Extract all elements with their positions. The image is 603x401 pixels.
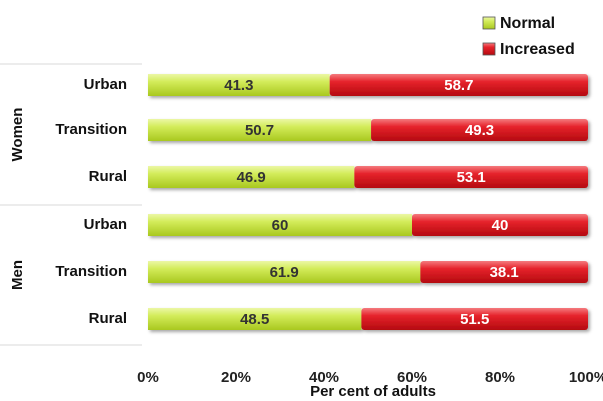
bar-row <box>148 166 588 188</box>
bar-increased-men-transition <box>420 261 588 283</box>
bar-increased-men-rural <box>361 308 588 330</box>
legend-swatch-increased <box>482 42 496 56</box>
x-tick-label: 40% <box>309 369 339 386</box>
bar-increased-women-rural <box>354 166 588 188</box>
legend-item-normal: Normal <box>482 15 555 32</box>
bar-increased-men-urban <box>412 214 588 236</box>
bar-increased-women-urban <box>329 74 588 96</box>
bar-normal-men-transition <box>148 261 421 283</box>
bar-row <box>148 308 588 330</box>
bar-normal-women-rural <box>148 166 355 188</box>
legend: Normal Increased <box>482 15 575 58</box>
x-tick-label: 20% <box>221 369 251 386</box>
category-label-women-transition: Transition <box>55 121 127 138</box>
legend-label-increased: Increased <box>500 41 575 58</box>
x-tick-label: 60% <box>397 369 427 386</box>
x-tick-label: 100% <box>569 369 603 386</box>
legend-swatch-normal <box>482 16 496 30</box>
group-label-women: Women <box>9 108 26 162</box>
legend-label-normal: Normal <box>500 15 555 32</box>
bar-row <box>148 261 588 283</box>
data-label-normal: 60 <box>272 217 289 234</box>
data-label-increased: 58.7 <box>444 77 473 94</box>
category-label-men-transition: Transition <box>55 263 127 280</box>
data-label-increased: 51.5 <box>460 311 489 328</box>
bar-normal-women-urban <box>148 74 330 96</box>
x-axis-title: Per cent of adults <box>310 383 436 400</box>
category-label-men-urban: Urban <box>84 216 127 233</box>
legend-item-increased: Increased <box>482 41 575 58</box>
data-label-increased: 53.1 <box>457 169 486 186</box>
group-label-men: Men <box>9 260 26 290</box>
data-label-increased: 49.3 <box>465 122 494 139</box>
data-label-increased: 40 <box>492 217 509 234</box>
bar-normal-men-rural <box>148 308 362 330</box>
data-label-normal: 48.5 <box>240 311 269 328</box>
bar-row <box>148 119 588 141</box>
bar-normal-women-transition <box>148 119 372 141</box>
bar-row <box>148 214 588 236</box>
data-label-normal: 50.7 <box>245 122 274 139</box>
data-label-increased: 38.1 <box>490 264 519 281</box>
data-label-normal: 61.9 <box>270 264 299 281</box>
x-tick-label: 0% <box>137 369 159 386</box>
bar-row <box>148 74 588 96</box>
bar-increased-women-transition <box>371 119 588 141</box>
category-label-women-urban: Urban <box>84 76 127 93</box>
data-label-normal: 41.3 <box>224 77 253 94</box>
bar-normal-men-urban <box>148 214 412 236</box>
category-label-men-rural: Rural <box>89 310 127 327</box>
chart-bars <box>148 74 588 330</box>
x-tick-label: 80% <box>485 369 515 386</box>
data-label-normal: 46.9 <box>237 169 266 186</box>
chart-structure <box>0 63 142 346</box>
chart-text: Women Men Urban Transition Rural Urban Transit… <box>9 76 603 400</box>
category-label-women-rural: Rural <box>89 168 127 185</box>
